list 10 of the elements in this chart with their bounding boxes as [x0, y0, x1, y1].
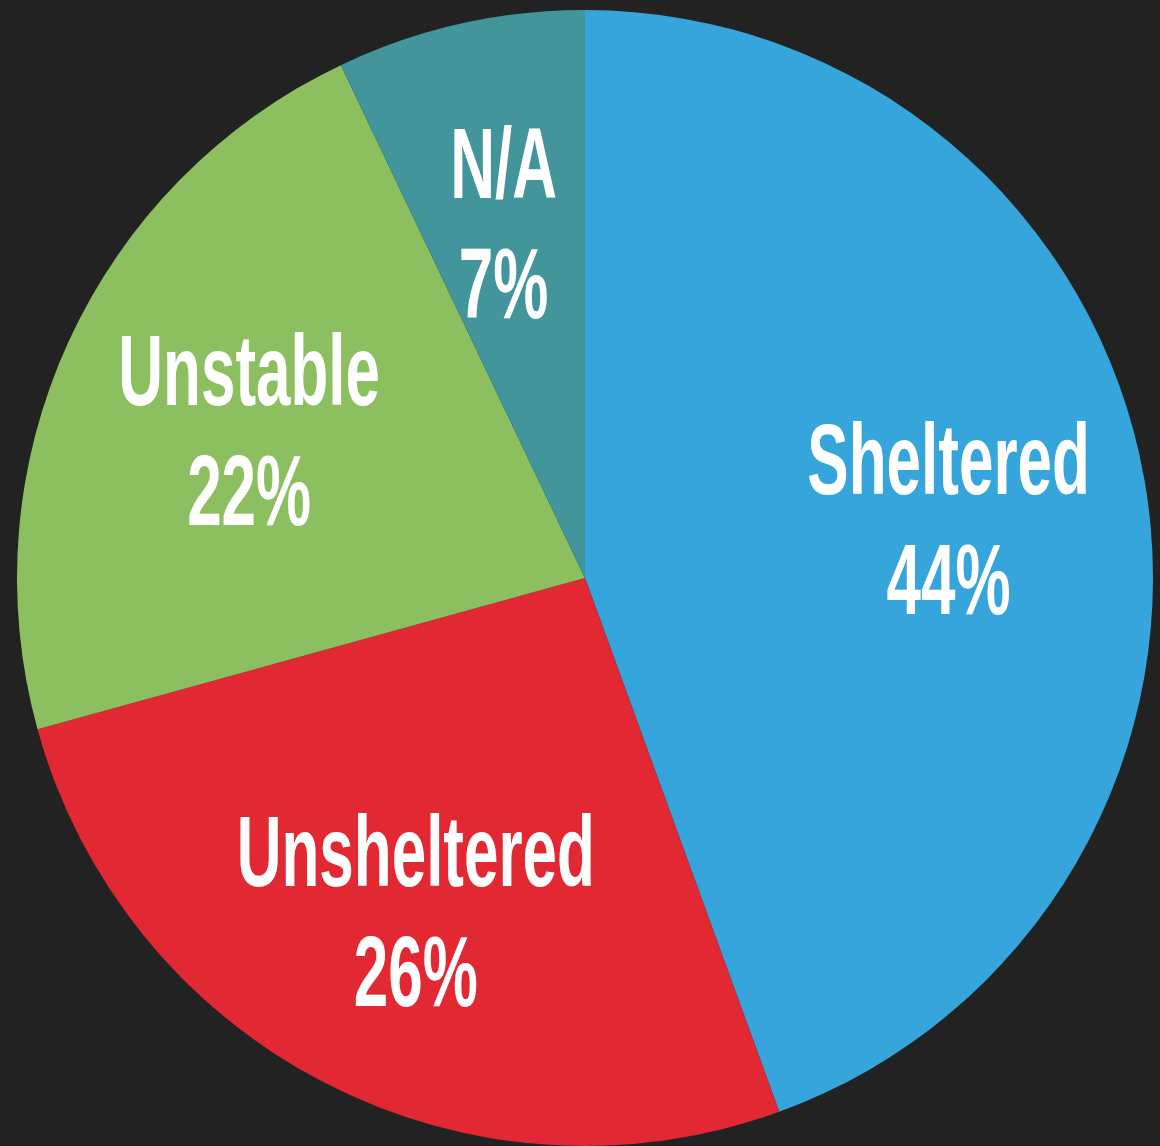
slice-label: Unsheltered	[236, 796, 595, 908]
data-label: 26%	[353, 916, 478, 1028]
slice-label: N/A	[450, 107, 558, 220]
slice-label: Sheltered	[807, 403, 1090, 516]
data-label: 7%	[458, 227, 549, 340]
data-label: 44%	[886, 523, 1011, 636]
slice-label: Unstable	[118, 314, 381, 427]
data-label: 22%	[187, 434, 312, 547]
pie-slice	[17, 65, 585, 730]
pie-slice	[37, 578, 780, 1146]
